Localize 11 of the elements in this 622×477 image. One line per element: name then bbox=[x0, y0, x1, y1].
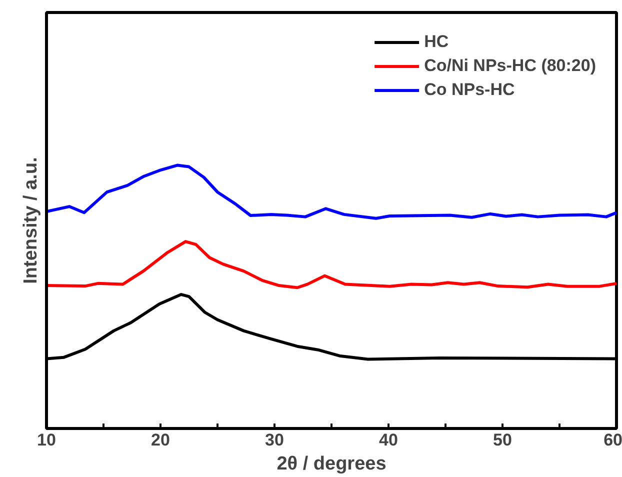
y-axis-title: Intensity / a.u. bbox=[20, 157, 42, 284]
legend-label: Co NPs-HC bbox=[424, 80, 515, 100]
x-tick-label: 20 bbox=[151, 430, 170, 450]
legend-label: Co/Ni NPs-HC (80:20) bbox=[424, 56, 596, 76]
legend-label: HC bbox=[424, 32, 449, 52]
x-tick-label: 60 bbox=[604, 430, 622, 450]
x-tick-label: 10 bbox=[37, 430, 56, 450]
x-tick-label: 30 bbox=[265, 430, 284, 450]
x-axis-title: 2θ / degrees bbox=[276, 454, 386, 474]
x-tick-label: 50 bbox=[493, 430, 512, 450]
x-tick-label: 40 bbox=[379, 430, 398, 450]
